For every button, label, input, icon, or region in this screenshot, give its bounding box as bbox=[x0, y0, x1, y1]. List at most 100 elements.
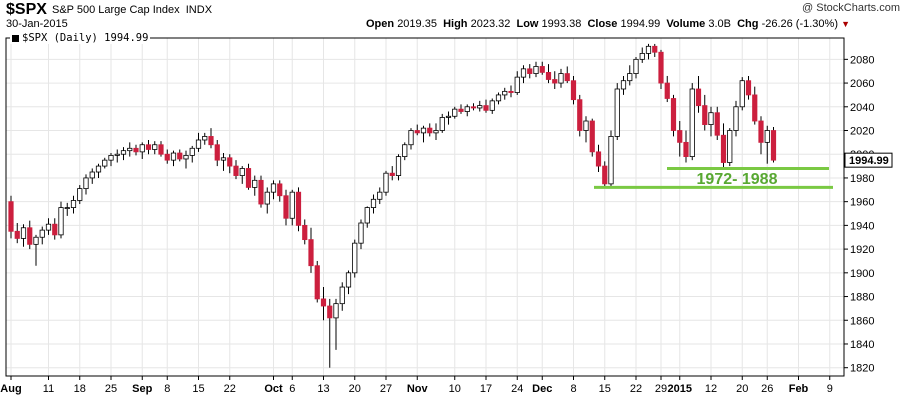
chart-legend: $SPX (Daily) 1994.99 bbox=[10, 32, 151, 44]
close-label: Close bbox=[587, 18, 618, 30]
x-tick-label: 8 bbox=[164, 383, 170, 395]
y-tick-label: 1880 bbox=[850, 292, 874, 304]
volume-value: 3.0B bbox=[708, 18, 731, 30]
candle-body bbox=[58, 207, 64, 236]
chart-header: $SPX S&P 500 Large Cap Index INDX 30-Jan… bbox=[0, 0, 908, 34]
candle-body bbox=[352, 242, 358, 274]
candle-body bbox=[583, 120, 589, 131]
candle-body bbox=[577, 99, 583, 131]
candle-body bbox=[489, 100, 495, 111]
candle-body bbox=[458, 108, 464, 112]
candle-body bbox=[208, 136, 214, 146]
x-tick-label: 20 bbox=[736, 383, 748, 395]
candle-body bbox=[745, 80, 752, 96]
candle-body bbox=[327, 305, 333, 319]
candle-body bbox=[589, 120, 595, 153]
copyright: @ StockCharts.com bbox=[802, 2, 900, 14]
y-tick-label: 1840 bbox=[850, 339, 874, 351]
candle-body bbox=[627, 73, 633, 82]
candle-body bbox=[252, 179, 258, 188]
y-tick-label: 1940 bbox=[850, 220, 874, 232]
candle-body bbox=[564, 73, 570, 82]
candle-body bbox=[558, 73, 564, 84]
candle-body bbox=[120, 150, 127, 155]
symbol: $SPX bbox=[6, 1, 47, 18]
x-tick-label: 2015 bbox=[668, 383, 692, 395]
x-tick-label: Feb bbox=[789, 383, 809, 395]
y-tick-label: 2080 bbox=[850, 54, 874, 66]
candle-body bbox=[483, 105, 489, 111]
candle-body bbox=[283, 195, 289, 219]
candle-body bbox=[345, 272, 352, 288]
x-tick-label: 17 bbox=[480, 383, 492, 395]
candle-body bbox=[408, 130, 414, 146]
high-value: 2023.32 bbox=[470, 18, 511, 30]
candle-body bbox=[289, 191, 295, 219]
candle-body bbox=[114, 153, 120, 156]
candle-body bbox=[158, 144, 164, 155]
candle-body bbox=[358, 222, 364, 244]
candles bbox=[8, 43, 777, 368]
x-tick-label: Dec bbox=[532, 383, 552, 395]
x-tick-label: 24 bbox=[511, 383, 523, 395]
candle-body bbox=[339, 286, 345, 305]
candle-body bbox=[45, 223, 52, 231]
candle-body bbox=[83, 177, 89, 190]
candle-body bbox=[102, 159, 108, 167]
candle-body bbox=[39, 229, 45, 238]
candle-body bbox=[433, 130, 439, 134]
candle-body bbox=[683, 141, 689, 157]
candle-body bbox=[477, 105, 483, 109]
candle-body bbox=[295, 191, 302, 226]
candle-body bbox=[708, 112, 714, 125]
candle-body bbox=[133, 147, 139, 153]
candle-body bbox=[620, 80, 627, 90]
y-tick-label: 2060 bbox=[850, 78, 874, 90]
candle-body bbox=[70, 200, 77, 208]
x-tick-label: 25 bbox=[105, 383, 117, 395]
candle-body bbox=[514, 76, 520, 93]
last-price-label: 1994.99 bbox=[849, 155, 889, 167]
candle-body bbox=[395, 156, 402, 176]
x-tick-label: 29 bbox=[655, 383, 667, 395]
candle-body bbox=[202, 136, 208, 141]
y-tick-label: 1960 bbox=[850, 197, 874, 209]
candle-body bbox=[389, 172, 395, 176]
candle-body bbox=[314, 265, 320, 300]
candle-body bbox=[89, 171, 95, 179]
y-tick-label: 1980 bbox=[850, 173, 874, 185]
ohlc-readout: Open 2019.35 High 2023.32 Low 1993.38 Cl… bbox=[366, 18, 850, 30]
candle-body bbox=[220, 157, 227, 161]
x-tick-label: 18 bbox=[74, 383, 86, 395]
candle-body bbox=[320, 298, 327, 307]
candle-body bbox=[8, 201, 14, 232]
candle-body bbox=[639, 53, 645, 60]
x-tick-label: 13 bbox=[317, 383, 329, 395]
candle-body bbox=[383, 172, 389, 193]
candle-body bbox=[152, 144, 158, 150]
low-label: Low bbox=[516, 18, 539, 30]
x-tick-label: 6 bbox=[289, 383, 295, 395]
candle-body bbox=[689, 88, 695, 157]
candle-body bbox=[677, 130, 683, 143]
candle-body bbox=[139, 144, 145, 153]
candle-body bbox=[258, 179, 264, 205]
candle-body bbox=[333, 303, 339, 319]
candle-body bbox=[645, 45, 652, 54]
y-tick-label: 2040 bbox=[850, 102, 874, 114]
x-axis: Aug 11 18 25 Sep 8 15 22 Oct 6 13 20 27 Nov 10 17 24 Dec 8… bbox=[0, 376, 833, 395]
candle-body bbox=[377, 191, 383, 200]
candle-body bbox=[277, 183, 283, 197]
candle-body bbox=[758, 120, 764, 143]
candle-body bbox=[164, 153, 170, 161]
x-tick-label: 11 bbox=[43, 383, 54, 395]
support-zone: 1972- 1988 bbox=[594, 166, 833, 189]
candle-body bbox=[702, 105, 708, 125]
plot-frame bbox=[5, 37, 845, 377]
candle-body bbox=[658, 51, 664, 84]
low-value: 1993.38 bbox=[541, 18, 582, 30]
x-tick-label: Sep bbox=[132, 383, 152, 395]
candle-body bbox=[227, 157, 233, 167]
candle-body bbox=[270, 183, 277, 193]
